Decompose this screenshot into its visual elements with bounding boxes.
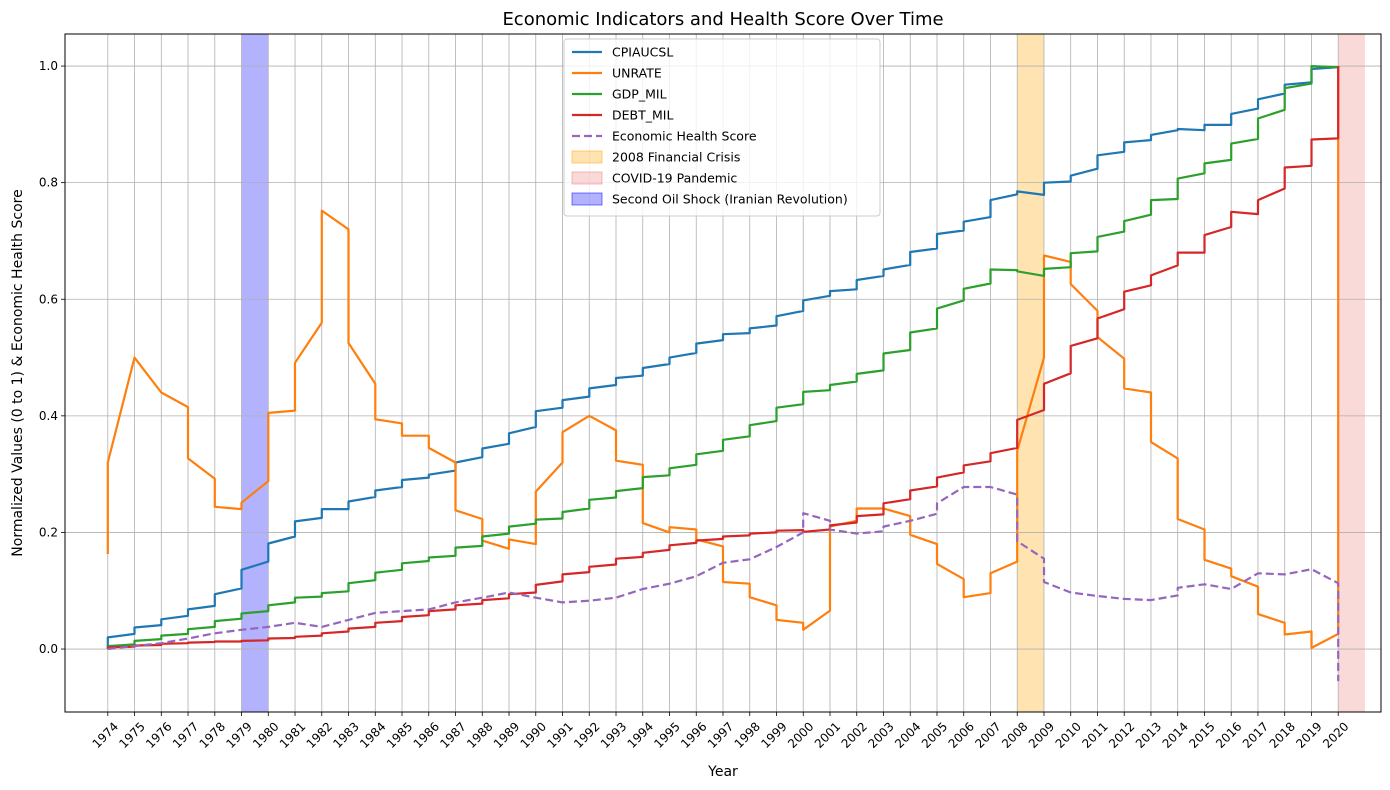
series-line-cpiaucsl (106, 66, 1340, 647)
shaded-region-2 (241, 34, 269, 712)
series-lines (106, 64, 1340, 682)
legend: CPIAUCSL UNRATE GDP_MIL DEBT_MIL Economic He… (563, 38, 881, 217)
legend-swatch (571, 150, 603, 164)
y-tick-label: 0.4 (39, 409, 58, 423)
shaded-region-1 (1338, 34, 1365, 712)
series-line-debt-mil (106, 66, 1340, 649)
y-axis-label: Normalized Values (0 to 1) & Economic He… (10, 189, 26, 556)
series-line-gdp-mil (106, 64, 1340, 648)
legend-label: DEBT_MIL (612, 108, 673, 123)
x-axis-label: Year (707, 764, 738, 780)
y-tick-label: 0.0 (39, 642, 58, 656)
series-line-unrate (106, 66, 1340, 650)
y-tick-label: 0.6 (39, 292, 58, 306)
legend-label: CPIAUCSL (612, 45, 673, 60)
y-tick-label: 1.0 (39, 59, 58, 73)
legend-swatch (571, 171, 603, 185)
legend-swatch (571, 192, 603, 206)
series-line-economic-health-score (107, 485, 1340, 682)
y-tick-label: 0.8 (39, 176, 58, 190)
legend-label: 2008 Financial Crisis (612, 150, 740, 165)
legend-items: CPIAUCSL UNRATE GDP_MIL DEBT_MIL Economic He… (571, 45, 848, 207)
legend-label: GDP_MIL (612, 87, 667, 102)
y-tick-label: 0.2 (39, 525, 58, 539)
legend-box (563, 38, 881, 217)
legend-label: COVID-19 Pandemic (612, 171, 737, 186)
chart-title: Economic Indicators and Health Score Ove… (502, 9, 943, 30)
y-axis-ticks: 0.0 0.2 0.4 0.6 0.8 1.0 (39, 59, 65, 656)
legend-label: Economic Health Score (612, 129, 757, 144)
legend-label: UNRATE (612, 66, 662, 81)
legend-label: Second Oil Shock (Iranian Revolution) (612, 192, 848, 207)
